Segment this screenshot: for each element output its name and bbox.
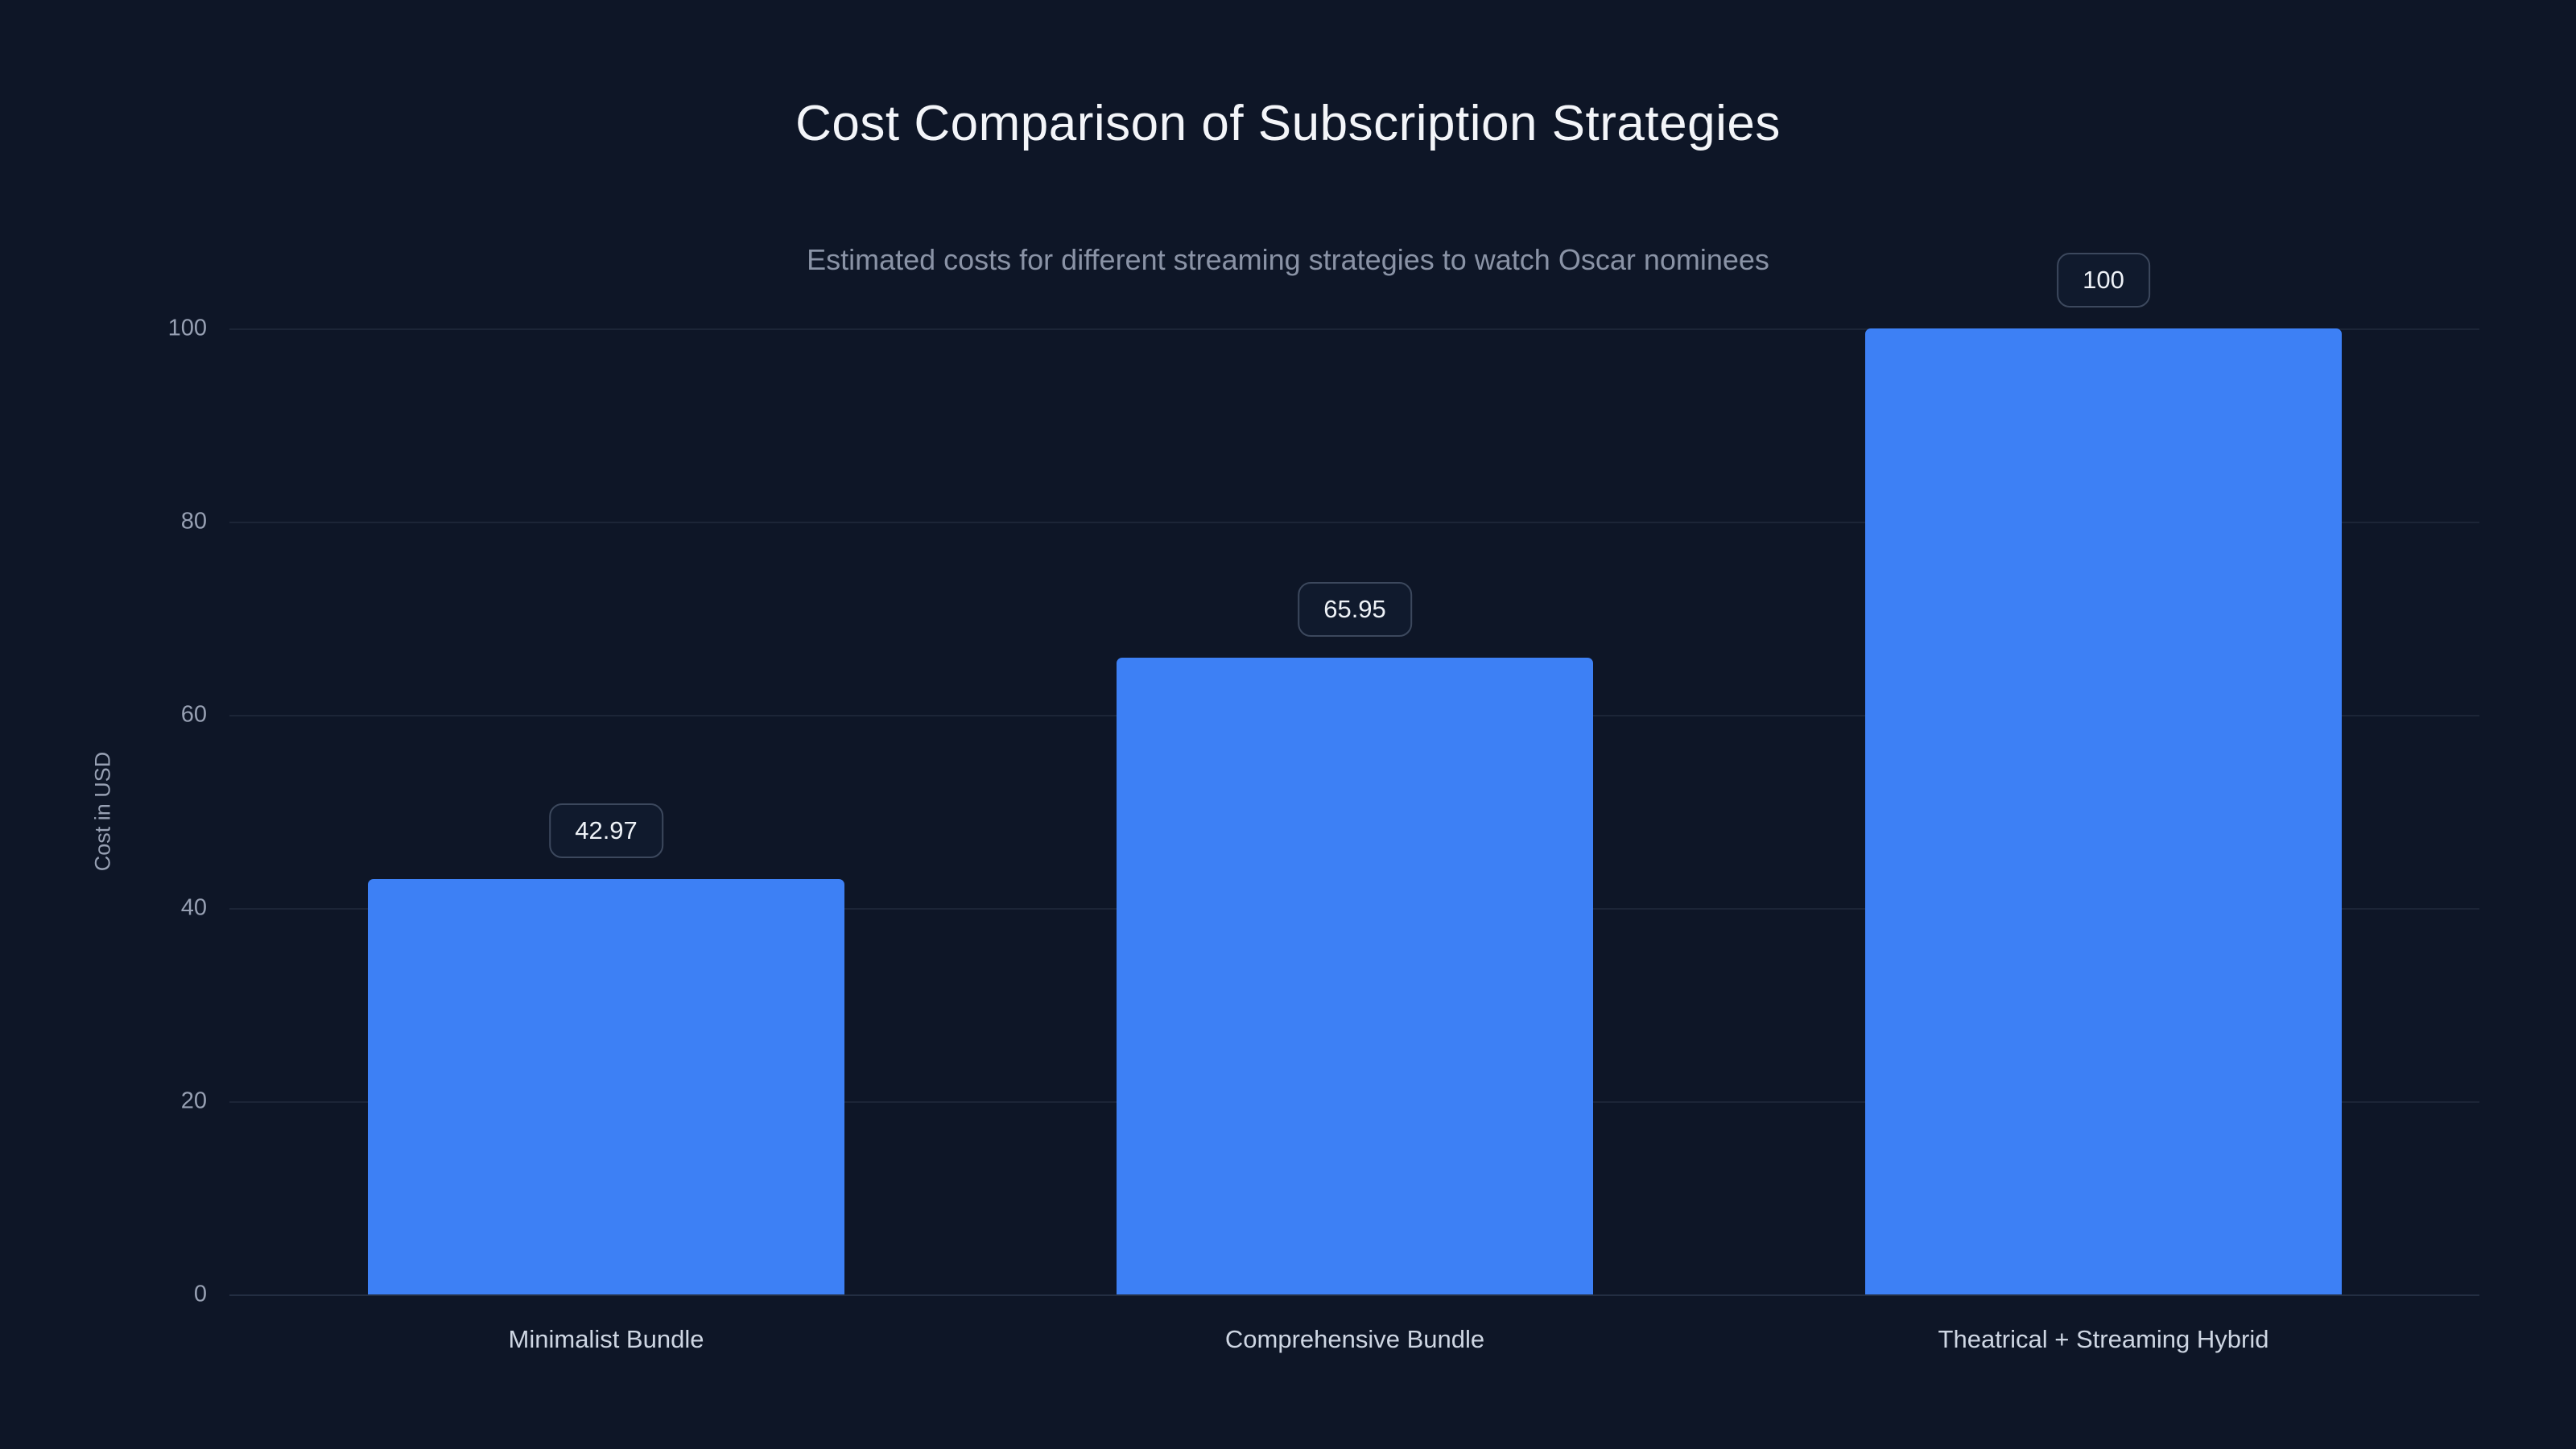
x-axis-line: 0 [194,1282,2479,1307]
y-axis-title: Cost in USD [90,751,115,872]
bar-group-minimalist-bundle: 42.97 Minimalist Bundle [368,328,844,1353]
bar-group-theatrical-streaming-hybrid: 100 Theatrical + Streaming Hybrid [1865,253,2342,1353]
y-tick-label: 80 [180,508,207,535]
chart-subtitle: Estimated costs for different streaming … [807,243,1769,276]
plot-area: 100 80 60 40 20 0 42.97 Minimalist Bundl… [168,253,2479,1353]
bar-group-comprehensive-bundle: 65.95 Comprehensive Bundle [1117,328,1593,1353]
bar-minimalist-bundle[interactable] [368,879,844,1294]
value-badge: 42.97 [549,803,663,859]
y-tick-label: 100 [167,315,207,341]
bar-theatrical-streaming-hybrid[interactable] [1865,328,2342,1294]
x-category-label: Comprehensive Bundle [1224,1325,1485,1353]
gridline: 100 [168,316,2479,341]
chart-title: Cost Comparison of Subscription Strategi… [795,96,1781,151]
y-tick-label: 0 [193,1281,207,1307]
value-badge: 100 [2057,253,2150,308]
x-category-label: Theatrical + Streaming Hybrid [1938,1325,2269,1353]
bar-comprehensive-bundle[interactable] [1117,657,1593,1294]
y-tick-label: 60 [180,701,207,728]
y-tick-label: 40 [180,894,207,921]
value-badge: 65.95 [1298,581,1412,637]
gridline: 80 [181,509,2479,535]
y-tick-label: 20 [180,1088,207,1114]
x-category-label: Minimalist Bundle [508,1325,704,1353]
